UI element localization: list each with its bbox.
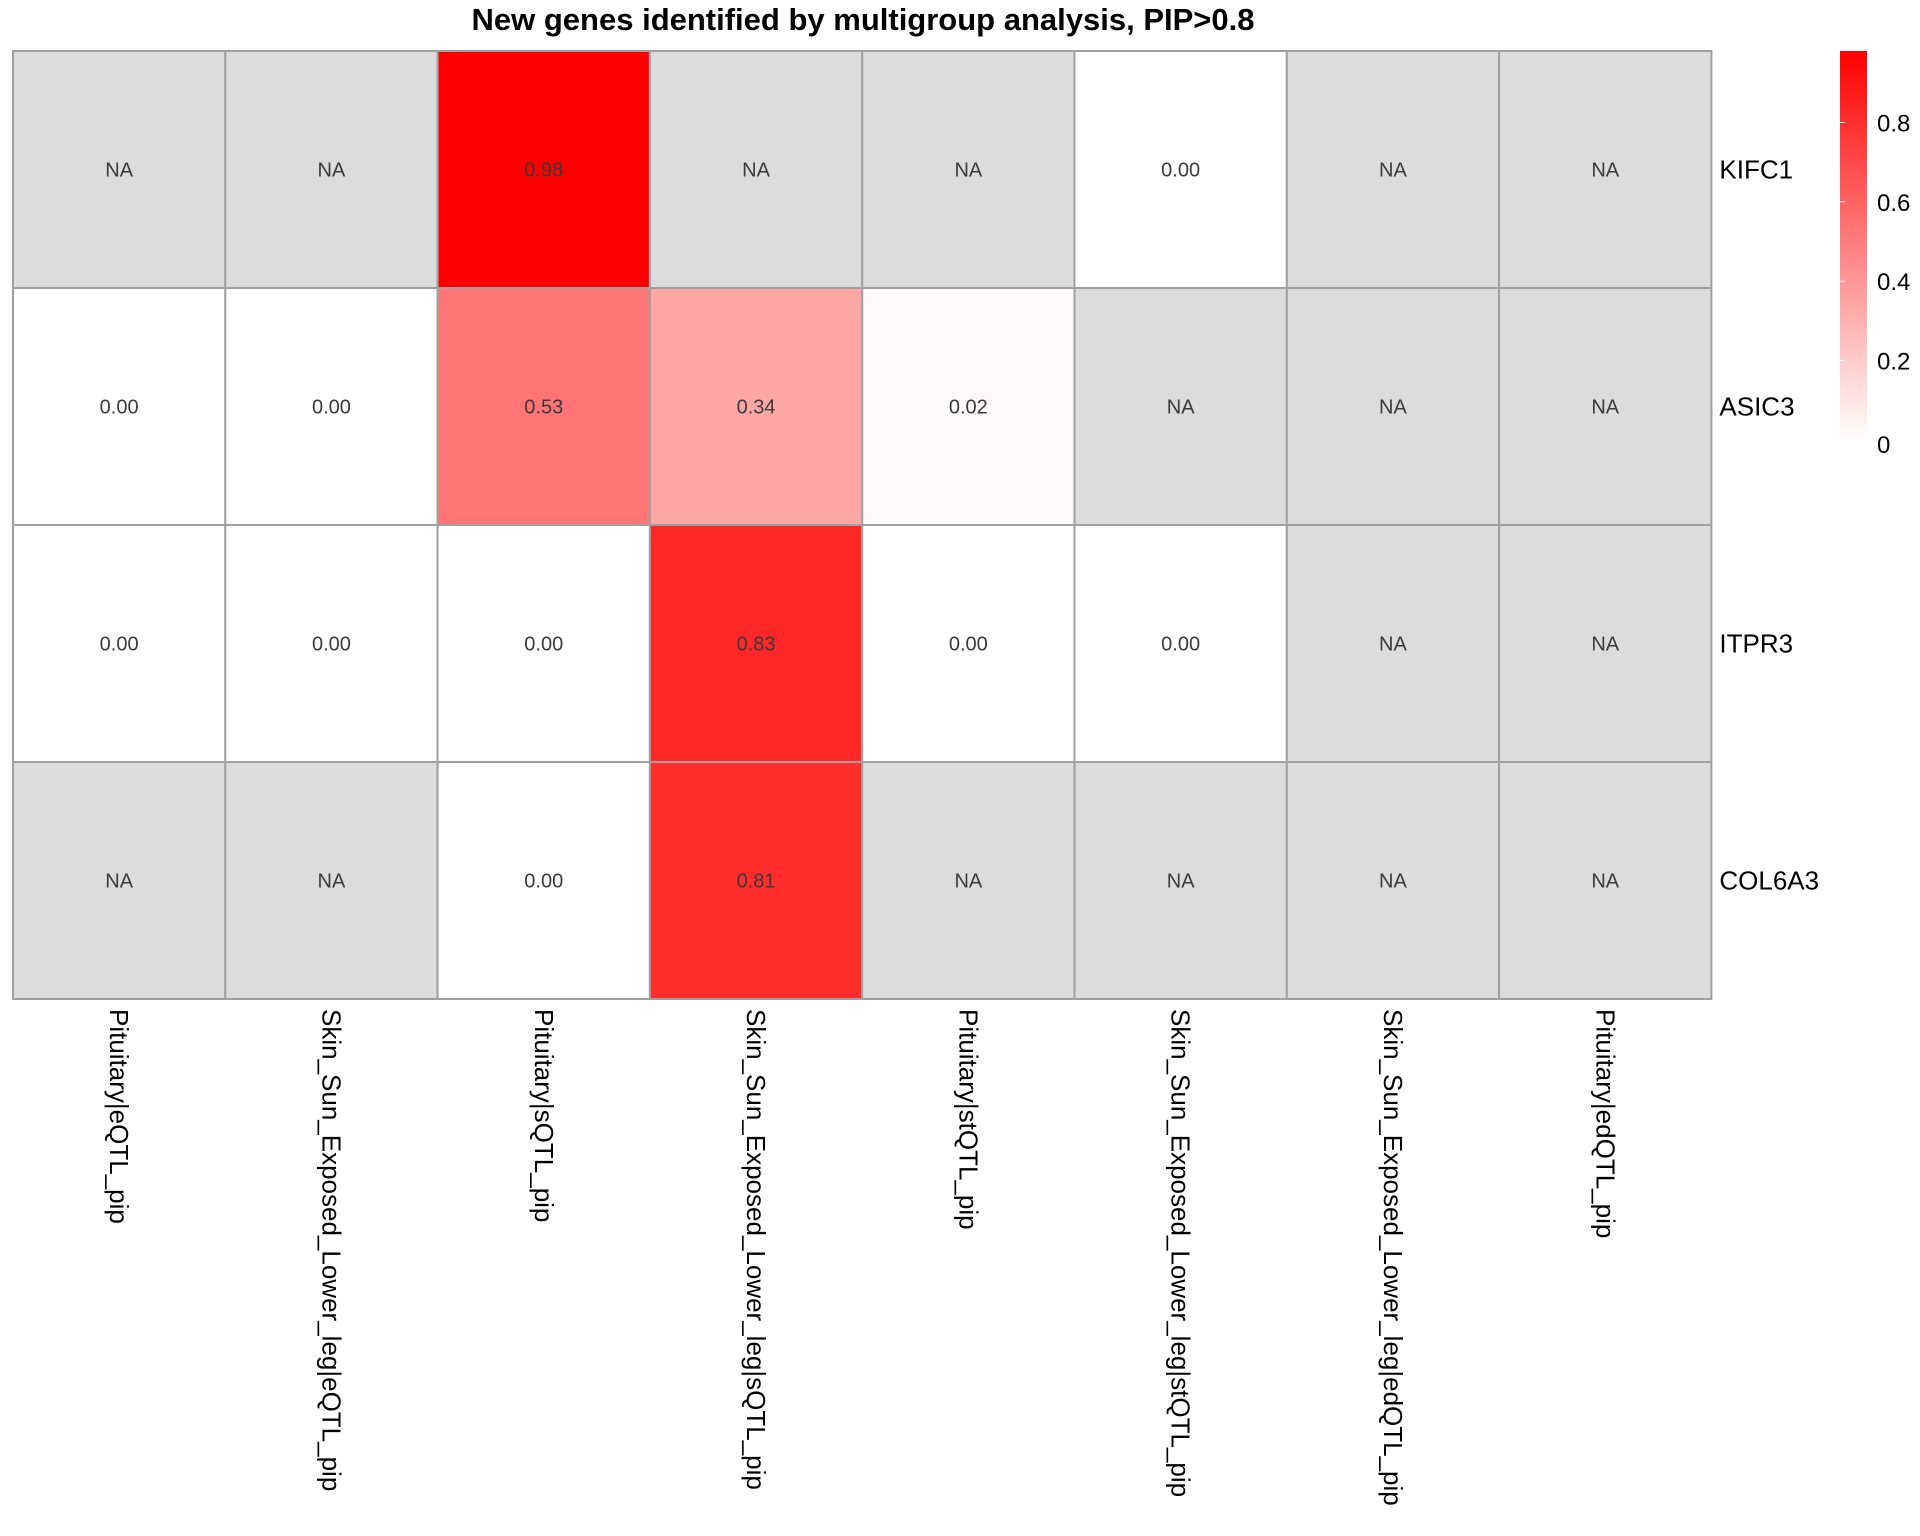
cell-value-label: 0.00 [312, 397, 351, 419]
heatmap-cell [1285, 524, 1501, 763]
cell-value-label: NA [318, 160, 346, 182]
heatmap-cell [861, 287, 1076, 526]
heatmap-cell [1073, 524, 1288, 763]
heatmap-cell [436, 50, 651, 289]
chart-title: New genes identified by multigroup analy… [472, 2, 1255, 37]
cell-value-label: 0.34 [737, 397, 776, 419]
cell-value-label: NA [954, 871, 982, 893]
heatmap-cell [861, 524, 1076, 763]
row-labels: KIFC1 ASIC3 ITPR3 COL6A3 [1719, 155, 1819, 896]
cell-value-label: 0.00 [1161, 160, 1200, 182]
cell-value-label: 0.00 [100, 397, 139, 419]
row-label: ITPR3 [1719, 629, 1793, 659]
cell-value-label: NA [1167, 397, 1195, 419]
heatmap-cell [436, 524, 651, 763]
heatmap-cell [224, 50, 439, 289]
cell-value-label: 0.00 [312, 634, 351, 656]
column-label: Pituitary|stQTL_pip [953, 1009, 983, 1230]
cell-value-label: NA [1591, 634, 1619, 656]
column-label: Pituitary|sQTL_pip [529, 1009, 559, 1222]
cell-value-label: NA [1591, 397, 1619, 419]
cell-value-label: NA [105, 160, 133, 182]
cell-value-label: 0.53 [524, 397, 563, 419]
cell-value-label: NA [1379, 397, 1407, 419]
heatmap-cell [648, 524, 864, 763]
cell-value-label: NA [1379, 634, 1407, 656]
column-label: Pituitary|eQTL_pip [104, 1009, 134, 1224]
heatmap-cell [648, 761, 864, 1000]
color-legend: 0 0.2 0.4 0.6 0.8 [1840, 51, 1910, 459]
heatmap-cell [224, 524, 439, 763]
cell-value-label: 0.00 [100, 634, 139, 656]
heatmap-cell [648, 50, 864, 289]
legend-tick-label: 0 [1877, 432, 1890, 459]
heatmap-cell [1498, 761, 1713, 1000]
column-label: Skin_Sun_Exposed_Lower_leg|eQTL_pip [316, 1009, 346, 1491]
column-label: Pituitary|edQTL_pip [1590, 1009, 1620, 1238]
heatmap-cell [12, 761, 227, 1000]
heatmap-cell [1285, 761, 1501, 1000]
row-label: COL6A3 [1719, 866, 1819, 896]
cell-value-label: 0.00 [949, 634, 988, 656]
heatmap-cell [861, 50, 1076, 289]
heatmap-cell [648, 287, 864, 526]
cell-value-label: NA [105, 871, 133, 893]
legend-tick-label: 0.4 [1877, 269, 1910, 296]
cell-value-label: NA [742, 160, 770, 182]
heatmap-cell-labels: NA NA 0.98 NA NA 0.00 NA NA 0.00 0.00 0.53 0.34 0.02… [100, 160, 1620, 893]
cell-value-label: NA [318, 871, 346, 893]
cell-value-label: 0.83 [737, 634, 776, 656]
heatmap-cell [12, 524, 227, 763]
cell-value-label: 0.98 [524, 160, 563, 182]
cell-value-label: NA [954, 160, 982, 182]
heatmap-cells [12, 50, 1713, 1000]
heatmap-cell [12, 50, 227, 289]
cell-value-label: 0.00 [1161, 634, 1200, 656]
cell-value-label: 0.81 [737, 871, 776, 893]
cell-value-label: 0.02 [949, 397, 988, 419]
cell-value-label: NA [1379, 160, 1407, 182]
heatmap-cell [1073, 287, 1288, 526]
cell-value-label: NA [1167, 871, 1195, 893]
heatmap-cell [224, 287, 439, 526]
cell-value-label: NA [1591, 160, 1619, 182]
row-label: KIFC1 [1719, 155, 1793, 185]
legend-color-bar [1840, 51, 1867, 440]
column-label: Skin_Sun_Exposed_Lower_leg|stQTL_pip [1166, 1009, 1196, 1497]
cell-value-label: NA [1591, 871, 1619, 893]
heatmap-cell [1285, 287, 1501, 526]
heatmap-cell [1073, 50, 1288, 289]
row-label: ASIC3 [1719, 392, 1794, 422]
cell-value-label: 0.00 [524, 634, 563, 656]
column-label: Skin_Sun_Exposed_Lower_leg|sQTL_pip [741, 1009, 771, 1490]
legend-tick-label: 0.6 [1877, 190, 1910, 217]
heatmap-cell [436, 761, 651, 1000]
legend-tick-label: 0.2 [1877, 349, 1910, 376]
cell-value-label: 0.00 [524, 871, 563, 893]
legend-tick-label: 0.8 [1877, 110, 1910, 137]
column-labels: Pituitary|eQTL_pip Skin_Sun_Exposed_Lower… [104, 1009, 1620, 1506]
cell-value-label: NA [1379, 871, 1407, 893]
heatmap-cell [1498, 287, 1713, 526]
heatmap-cell [1498, 50, 1713, 289]
heatmap-cell [1498, 524, 1713, 763]
heatmap-cell [861, 761, 1076, 1000]
column-label: Skin_Sun_Exposed_Lower_leg|edQTL_pip [1378, 1009, 1408, 1506]
